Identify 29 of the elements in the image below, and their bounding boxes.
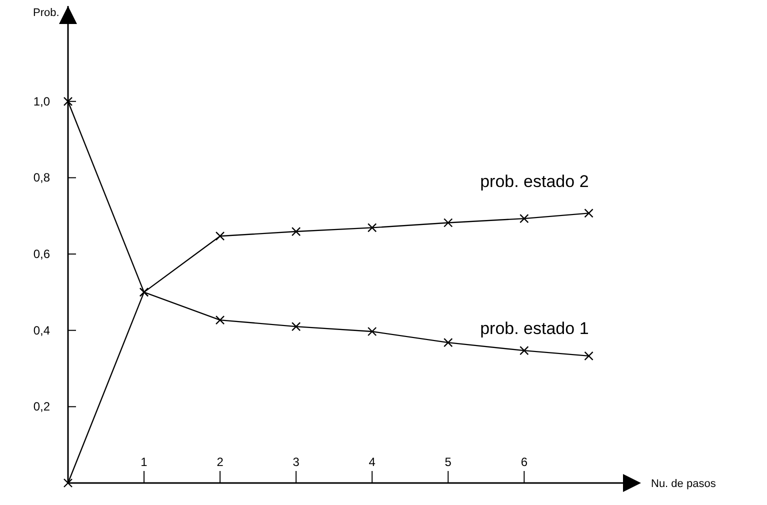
x-tick-label: 5: [444, 455, 452, 469]
x-tick-label: 2: [216, 455, 224, 469]
point: [215, 232, 225, 241]
point: [520, 346, 529, 356]
point: [63, 478, 73, 488]
point: [584, 208, 594, 218]
point: [63, 96, 73, 106]
x-tick-label: 4: [368, 455, 376, 469]
x-tick-label: 1: [140, 455, 148, 469]
series-label: prob. estado 1: [480, 318, 589, 338]
point: [584, 351, 594, 361]
point: [444, 338, 453, 348]
point: [368, 223, 377, 232]
point: [291, 226, 301, 236]
y-tick-label: 0,6: [33, 247, 50, 262]
point: [368, 326, 377, 336]
y-tick-label: 0,8: [33, 170, 50, 185]
y-tick-label: 0,2: [33, 400, 50, 414]
series-label: prob. estado 2: [480, 172, 589, 192]
point: [291, 322, 301, 332]
point: [444, 218, 453, 228]
x-tick-label: 3: [292, 455, 300, 469]
y-axis-title: Prob.: [33, 7, 60, 19]
point: [215, 315, 225, 325]
point: [520, 214, 529, 224]
x-tick-label: 6: [520, 455, 528, 469]
y-tick-label: 0,4: [33, 323, 50, 338]
x-axis-title: Nu. de pasos: [651, 478, 716, 490]
y-tick-label: 1,0: [33, 94, 50, 108]
